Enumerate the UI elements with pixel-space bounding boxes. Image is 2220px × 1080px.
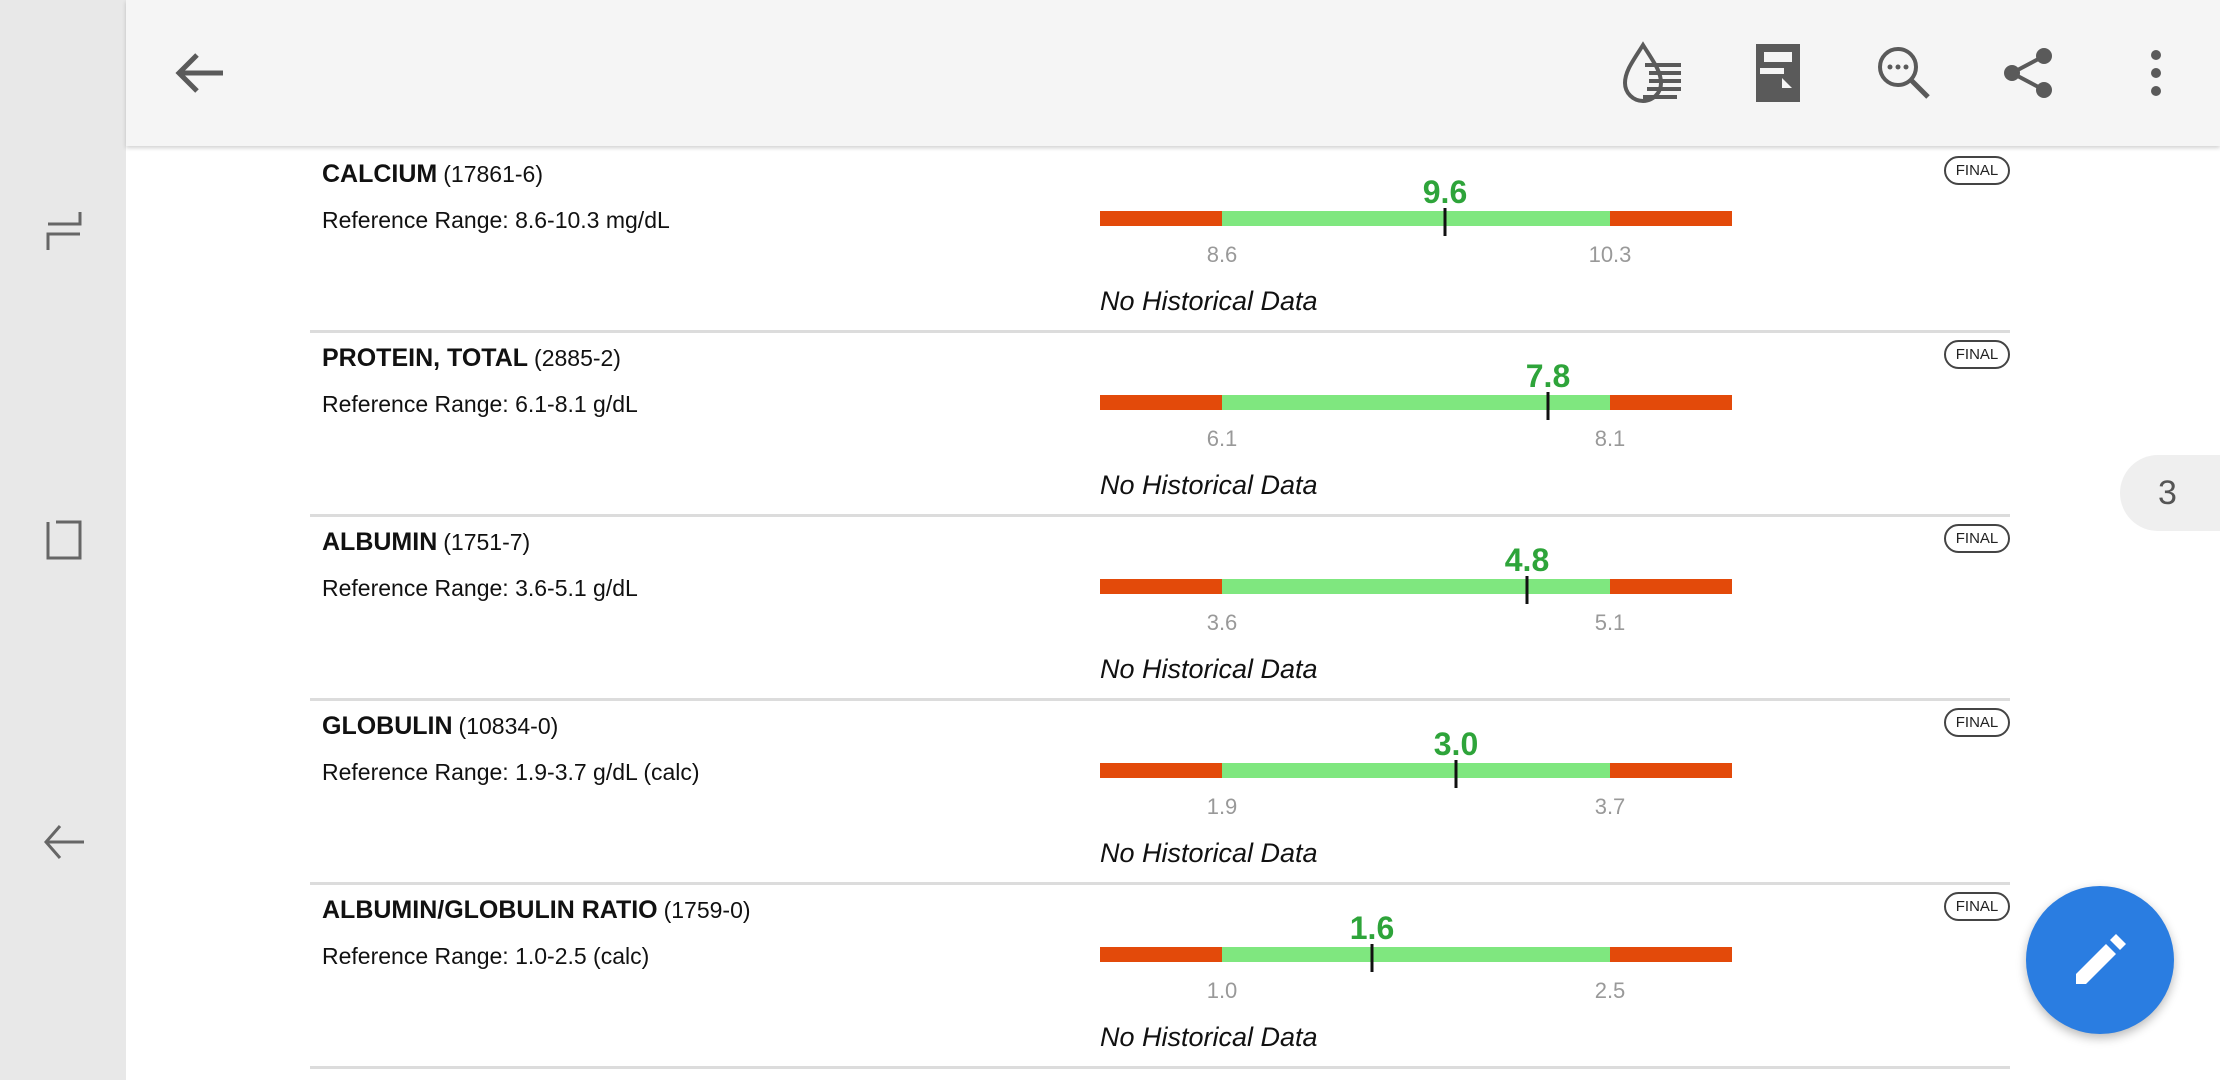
range-bar <box>1100 947 1732 962</box>
history-status: No Historical Data <box>1100 838 1318 868</box>
value-marker <box>1454 760 1458 788</box>
range-gauge: 3.0 1.9 3.7 <box>1100 726 1732 819</box>
lab-result-row[interactable]: GLOBULIN (10834-0) Reference Range: 1.9-3… <box>310 698 2010 885</box>
more-vertical-icon[interactable] <box>2120 37 2192 109</box>
arrow-left-icon[interactable] <box>163 37 235 109</box>
lab-result-row[interactable]: CALCIUM (17861-6) Reference Range: 8.6-10… <box>310 146 2010 333</box>
result-value: 3.0 <box>1433 726 1479 762</box>
system-navigation-bar <box>0 0 126 1080</box>
test-name: CALCIUM <box>322 160 438 188</box>
low-range-segment <box>1100 579 1222 594</box>
back-icon[interactable] <box>40 814 88 870</box>
recent-apps-icon[interactable] <box>40 206 88 262</box>
normal-range-segment <box>1222 395 1610 410</box>
value-marker <box>1370 944 1374 972</box>
result-value: 7.8 <box>1525 358 1571 394</box>
normal-range-segment <box>1222 579 1610 594</box>
high-range-segment <box>1610 763 1732 778</box>
value-marker <box>1525 576 1529 604</box>
status-badge: FINAL <box>1944 708 2010 737</box>
history-status: No Historical Data <box>1100 654 1318 684</box>
normal-range-segment <box>1222 211 1610 226</box>
range-bar <box>1100 211 1732 226</box>
test-code: (17861-6) <box>443 161 543 187</box>
high-range-segment <box>1610 579 1732 594</box>
low-limit-label: 3.6 <box>1206 610 1238 635</box>
pdf-document-icon[interactable] <box>1742 37 1814 109</box>
app-toolbar <box>126 0 2220 146</box>
edit-button[interactable] <box>2026 886 2174 1034</box>
test-code: (10834-0) <box>458 713 559 739</box>
reference-range: Reference Range: 1.9-3.7 g/dL (calc) <box>322 759 700 785</box>
range-gauge: 9.6 8.6 10.3 <box>1100 174 1732 267</box>
value-marker <box>1546 392 1550 420</box>
test-name: PROTEIN, TOTAL <box>322 344 529 372</box>
test-title: ALBUMIN/GLOBULIN RATIO (1759-0) <box>322 896 751 925</box>
home-icon[interactable] <box>40 512 88 568</box>
test-title: PROTEIN, TOTAL (2885-2) <box>322 344 621 373</box>
low-limit-label: 1.9 <box>1206 794 1238 819</box>
normal-range-segment <box>1222 763 1610 778</box>
search-comment-icon[interactable] <box>1868 37 1940 109</box>
reference-range: Reference Range: 8.6-10.3 mg/dL <box>322 207 670 233</box>
range-bar <box>1100 763 1732 778</box>
history-status: No Historical Data <box>1100 470 1318 500</box>
result-value: 1.6 <box>1349 910 1395 946</box>
blood-drop-list-icon[interactable] <box>1616 37 1688 109</box>
high-limit-label: 3.7 <box>1594 794 1626 819</box>
low-limit-label: 8.6 <box>1206 242 1238 267</box>
test-name: GLOBULIN <box>322 712 453 740</box>
result-value: 9.6 <box>1422 174 1468 210</box>
low-range-segment <box>1100 395 1222 410</box>
lab-result-row[interactable]: ALBUMIN/GLOBULIN RATIO (1759-0) Reference… <box>310 882 2010 1069</box>
low-range-segment <box>1100 211 1222 226</box>
pencil-icon <box>2076 934 2126 984</box>
status-badge: FINAL <box>1944 892 2010 921</box>
high-limit-label: 2.5 <box>1594 978 1626 1003</box>
high-limit-label: 5.1 <box>1594 610 1626 635</box>
low-range-segment <box>1100 763 1222 778</box>
share-icon[interactable] <box>1992 37 2064 109</box>
lab-results-list[interactable]: CALCIUM (17861-6) Reference Range: 8.6-10… <box>126 146 2220 1080</box>
high-range-segment <box>1610 947 1732 962</box>
low-limit-label: 6.1 <box>1206 426 1238 451</box>
high-limit-label: 8.1 <box>1594 426 1626 451</box>
reference-range: Reference Range: 3.6-5.1 g/dL <box>322 575 638 601</box>
test-title: GLOBULIN (10834-0) <box>322 712 558 741</box>
reference-range: Reference Range: 1.0-2.5 (calc) <box>322 943 650 969</box>
test-name: ALBUMIN <box>322 528 438 556</box>
low-limit-label: 1.0 <box>1206 978 1238 1003</box>
lab-result-row[interactable]: PROTEIN, TOTAL (2885-2) Reference Range: … <box>310 330 2010 517</box>
status-badge: FINAL <box>1944 524 2010 553</box>
reference-range: Reference Range: 6.1-8.1 g/dL <box>322 391 638 417</box>
range-gauge: 7.8 6.1 8.1 <box>1100 358 1732 451</box>
range-gauge: 1.6 1.0 2.5 <box>1100 910 1732 1003</box>
status-badge: FINAL <box>1944 340 2010 369</box>
normal-range-segment <box>1222 947 1610 962</box>
test-title: CALCIUM (17861-6) <box>322 160 543 189</box>
low-range-segment <box>1100 947 1222 962</box>
high-range-segment <box>1610 395 1732 410</box>
high-limit-label: 10.3 <box>1588 242 1632 267</box>
test-code: (1759-0) <box>663 897 751 923</box>
high-range-segment <box>1610 211 1732 226</box>
status-badge: FINAL <box>1944 156 2010 185</box>
range-bar <box>1100 395 1732 410</box>
test-code: (1751-7) <box>443 529 531 555</box>
value-marker <box>1443 208 1447 236</box>
result-value: 4.8 <box>1504 542 1550 578</box>
history-status: No Historical Data <box>1100 286 1318 316</box>
range-bar <box>1100 579 1732 594</box>
range-gauge: 4.8 3.6 5.1 <box>1100 542 1732 635</box>
test-code: (2885-2) <box>534 345 621 371</box>
test-name: ALBUMIN/GLOBULIN RATIO <box>322 896 658 924</box>
page-indicator[interactable]: 3 <box>2120 455 2220 531</box>
lab-result-row[interactable]: ALBUMIN (1751-7) Reference Range: 3.6-5.1… <box>310 514 2010 701</box>
test-title: ALBUMIN (1751-7) <box>322 528 530 557</box>
history-status: No Historical Data <box>1100 1022 1318 1052</box>
